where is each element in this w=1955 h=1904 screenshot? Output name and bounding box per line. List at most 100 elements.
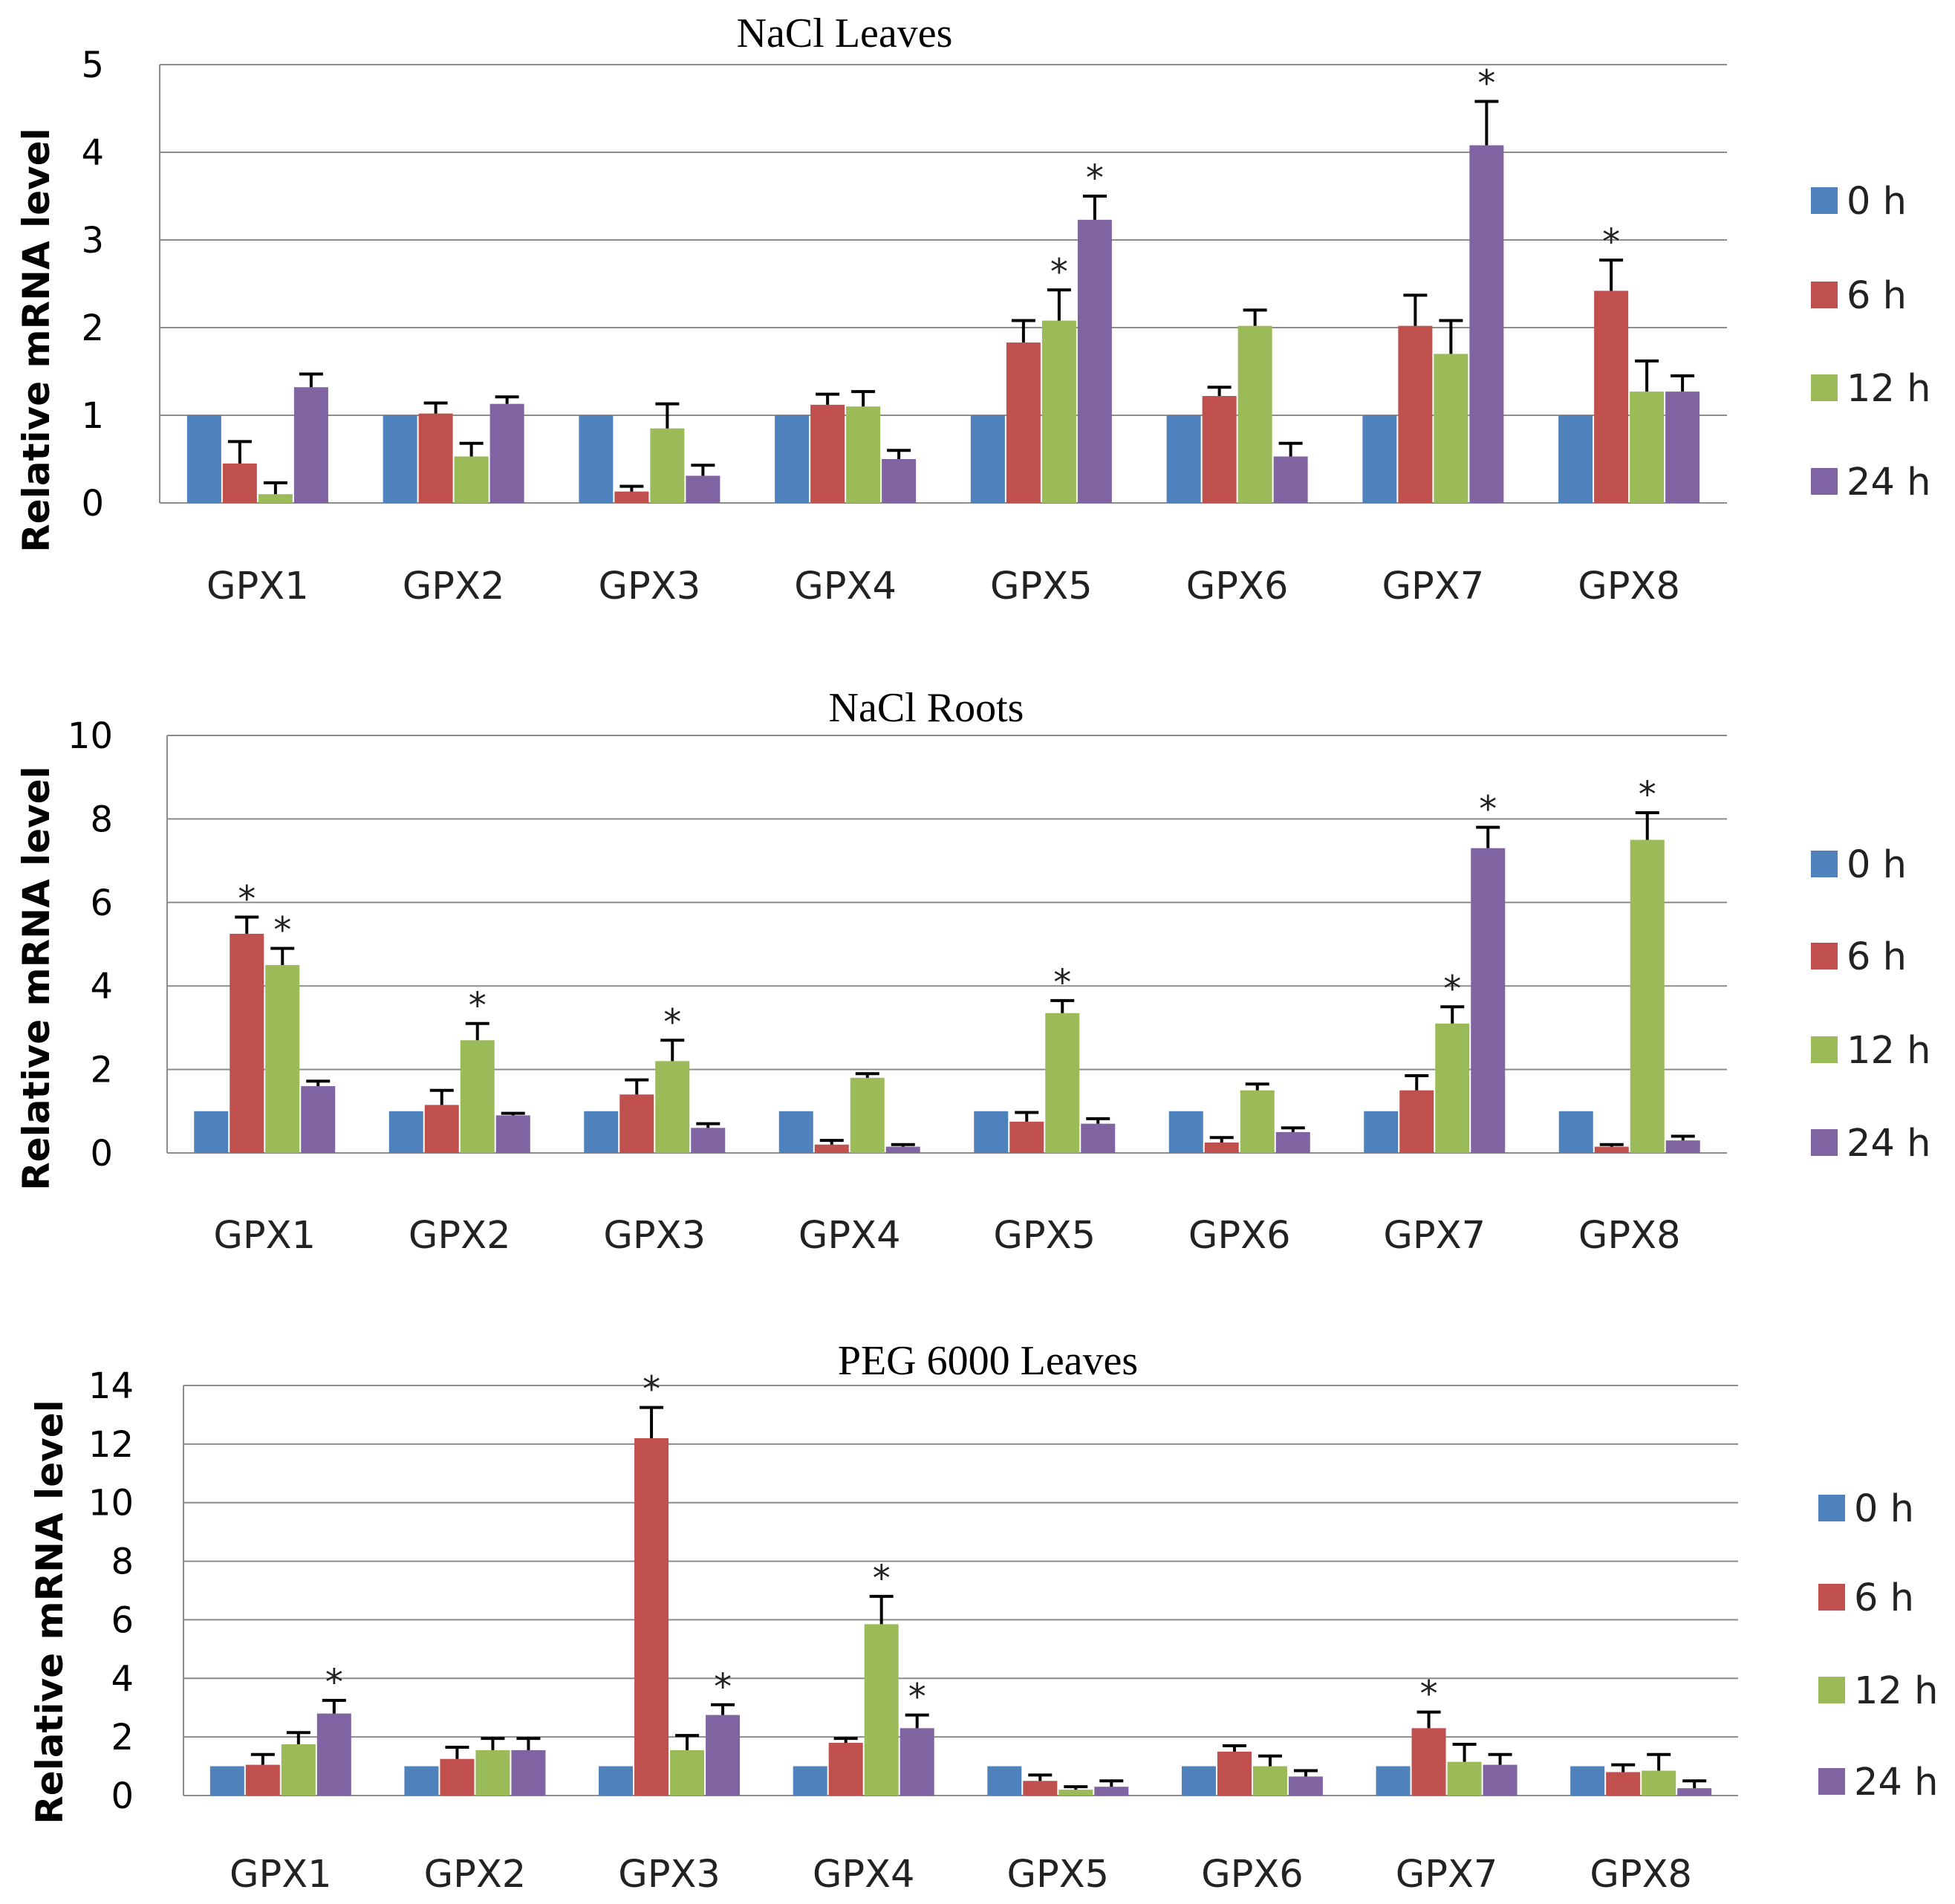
bar	[1273, 456, 1308, 503]
legend-label: 12 h	[1847, 1029, 1930, 1073]
x-tick-label: GPX3	[603, 1214, 706, 1258]
bar	[1081, 1123, 1116, 1153]
significance-marker: *	[1053, 962, 1071, 1004]
chart-title: PEG 6000 Leaves	[838, 1338, 1138, 1384]
bar	[1166, 415, 1201, 503]
bar	[987, 1766, 1022, 1796]
significance-marker: *	[1420, 1674, 1438, 1715]
y-tick-label: 6	[90, 883, 113, 924]
bar	[810, 404, 845, 503]
bar	[579, 415, 614, 503]
bar	[1058, 1790, 1093, 1796]
chart-nacl-leaves: NaCl Leaves Relative mRNA level 0 1 2 3 4 5 GP…	[15, 10, 1930, 608]
significance-marker: *	[873, 1558, 891, 1599]
x-tick-label: GPX5	[1006, 1853, 1109, 1897]
significance-marker: *	[1443, 968, 1461, 1010]
bar	[186, 415, 221, 503]
significance-marker: *	[325, 1662, 343, 1703]
x-tick-label: GPX4	[798, 1214, 901, 1258]
bar	[511, 1749, 546, 1796]
bar	[265, 965, 300, 1153]
significance-marker: *	[1602, 221, 1620, 263]
x-tick-label: GPX4	[794, 565, 897, 608]
x-tick-label: GPX2	[424, 1853, 527, 1897]
x-tick-label: GPX1	[206, 565, 309, 608]
bar	[1288, 1776, 1323, 1796]
bar	[650, 428, 685, 503]
y-tick-label: 8	[111, 1541, 134, 1583]
legend-swatch	[1811, 187, 1838, 214]
bar	[418, 413, 453, 503]
x-tick-label: GPX3	[618, 1853, 720, 1897]
bar	[1471, 848, 1506, 1153]
significance-marker: *	[714, 1666, 732, 1708]
chart-peg-6000-leaves: PEG 6000 Leaves Relative mRNA level 0 2 4 6…	[28, 1338, 1938, 1897]
legend-label: 12 h	[1854, 1669, 1938, 1713]
chart-nacl-roots: NaCl Roots Relative mRNA level 0 2 4 6 8 10 * *…	[15, 685, 1930, 1258]
legend-swatch	[1811, 374, 1838, 401]
bar	[1202, 396, 1237, 503]
bar	[1570, 1766, 1605, 1796]
significance-marker: *	[238, 878, 256, 920]
bar	[495, 1115, 530, 1153]
bar	[258, 494, 293, 503]
bar	[1606, 1772, 1641, 1796]
significance-marker: *	[643, 1369, 660, 1411]
bar	[1469, 145, 1504, 503]
bar	[599, 1766, 634, 1796]
x-tick-label: GPX7	[1396, 1853, 1498, 1897]
bar	[706, 1715, 741, 1796]
y-tick-label: 4	[81, 132, 104, 174]
bar	[1483, 1764, 1518, 1796]
bar	[1009, 1121, 1044, 1153]
chart-title: NaCl Leaves	[737, 10, 953, 56]
x-tick-label: GPX7	[1382, 565, 1485, 608]
bar	[814, 1144, 849, 1153]
y-tick-label: 0	[81, 483, 104, 524]
bar	[383, 415, 417, 503]
y-tick-label: 12	[88, 1424, 134, 1466]
x-tick-label: GPX8	[1590, 1853, 1692, 1897]
legend-label: 0 h	[1854, 1487, 1914, 1531]
legend-label: 12 h	[1847, 367, 1930, 411]
bar	[864, 1624, 899, 1796]
bar	[1665, 1140, 1700, 1153]
bar	[1364, 1111, 1399, 1153]
x-tick-label: GPX5	[990, 565, 1093, 608]
bar	[828, 1743, 863, 1796]
y-tick-label: 3	[81, 220, 104, 261]
bar	[1399, 1090, 1434, 1153]
bar	[245, 1764, 280, 1796]
bar	[489, 403, 524, 503]
bar	[440, 1758, 475, 1796]
plot-area: 0 2 4 6 8 10 12 14 * GPX1 GPX2 * * GPX3 * * GPX4 GPX5 GPX6…	[88, 1365, 1738, 1897]
y-axis-label: Relative mRNA level	[15, 128, 58, 552]
legend-swatch	[1811, 851, 1838, 877]
legend-swatch	[1811, 1036, 1838, 1063]
x-tick-label: GPX5	[993, 1214, 1096, 1258]
legend: 0 h 6 h 12 h 24 h	[1811, 180, 1930, 504]
legend-swatch	[1811, 468, 1838, 495]
bar	[778, 1111, 813, 1153]
bar	[1376, 1766, 1411, 1796]
bar	[230, 933, 264, 1153]
x-tick-label: GPX8	[1578, 565, 1680, 608]
bar	[1168, 1111, 1203, 1153]
y-tick-label: 4	[111, 1658, 134, 1700]
legend-swatch	[1811, 943, 1838, 969]
bar	[670, 1749, 705, 1796]
bar	[404, 1766, 439, 1796]
bar	[1630, 391, 1665, 503]
significance-marker: *	[1050, 251, 1068, 293]
x-tick-label: GPX7	[1383, 1214, 1486, 1258]
bar	[970, 415, 1005, 503]
x-tick-label: GPX1	[213, 1214, 316, 1258]
bar	[1077, 219, 1112, 503]
legend-swatch	[1818, 1677, 1845, 1703]
y-tick-label: 14	[88, 1365, 134, 1407]
bar	[293, 387, 328, 503]
legend: 0 h 6 h 12 h 24 h	[1811, 843, 1930, 1166]
bar	[1023, 1781, 1058, 1796]
y-tick-label: 10	[88, 1483, 134, 1524]
legend-label: 24 h	[1847, 461, 1930, 504]
